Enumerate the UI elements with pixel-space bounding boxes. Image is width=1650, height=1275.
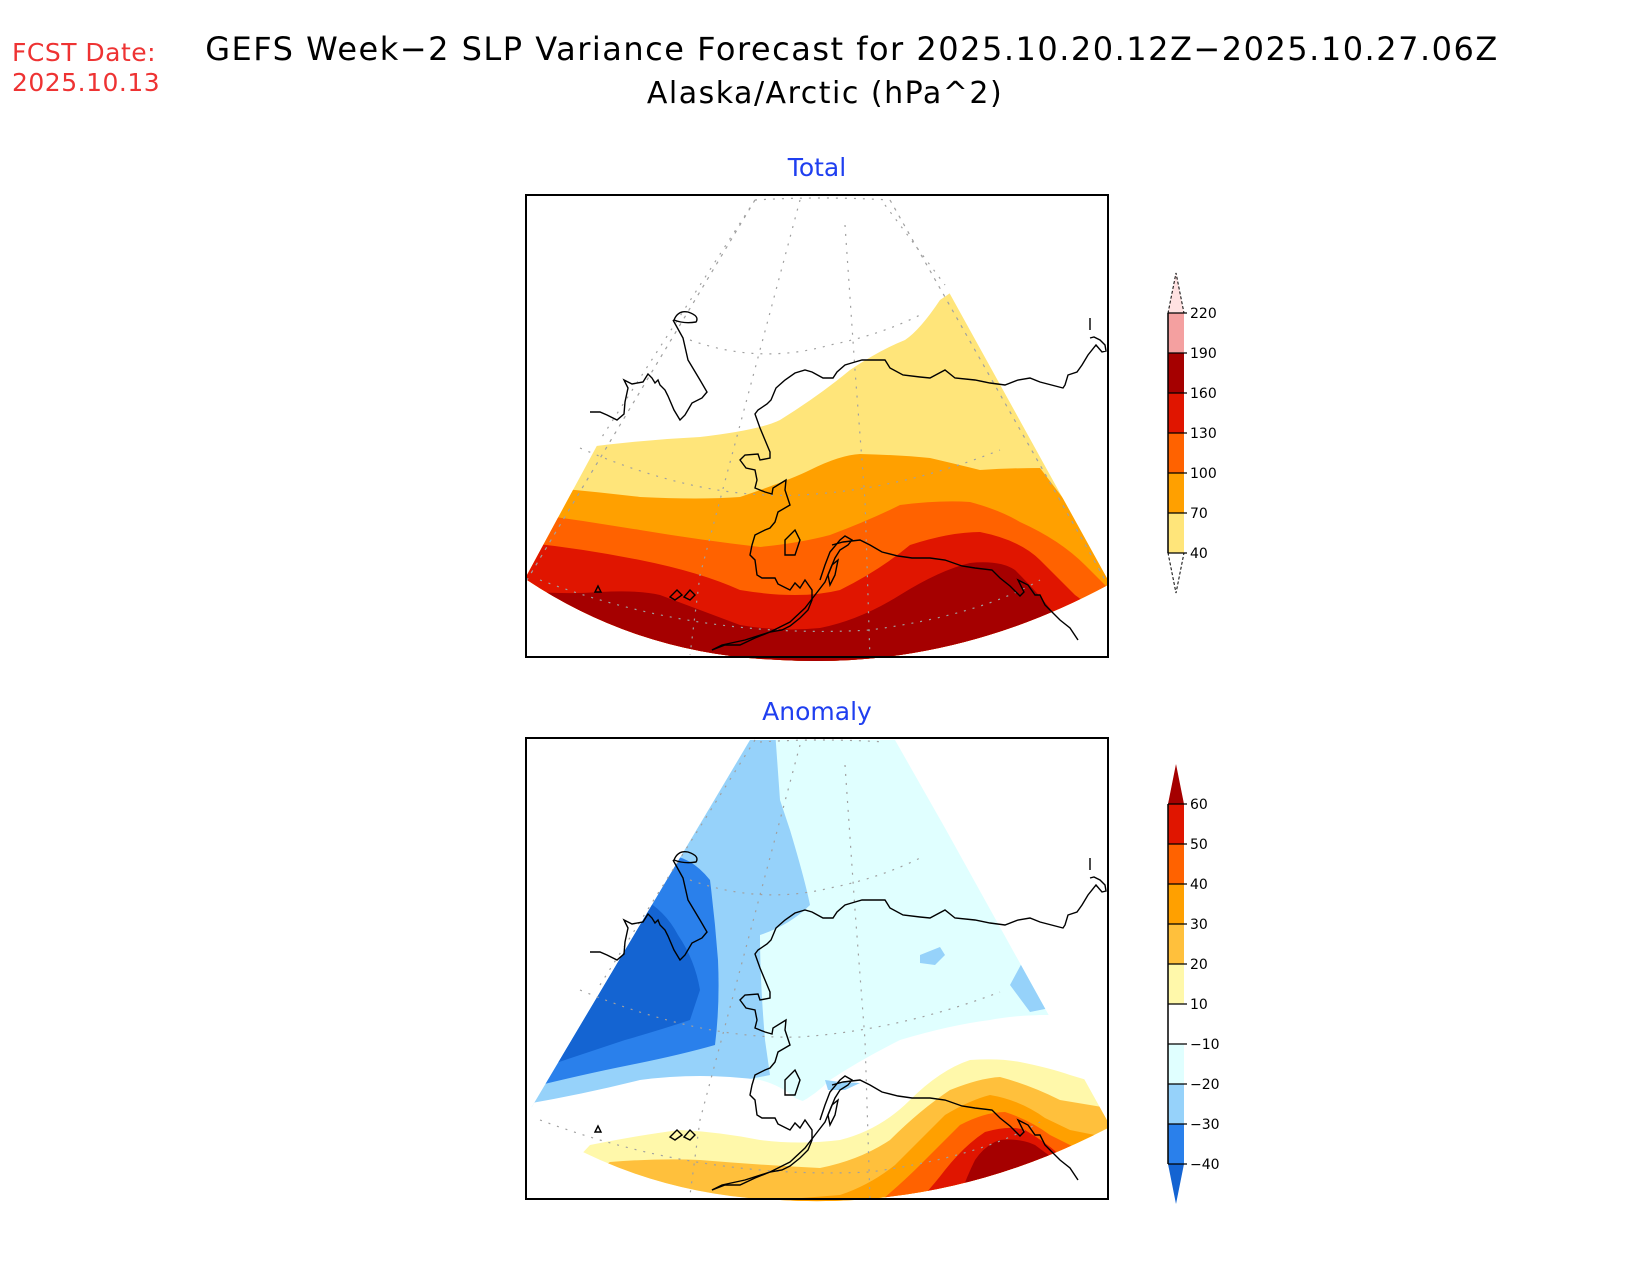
total-coastline bbox=[590, 310, 1107, 651]
parallel-line bbox=[579, 989, 1001, 1038]
parallel-line bbox=[689, 314, 921, 355]
parallel-line bbox=[689, 857, 921, 896]
colorbar-tick-label: 220 bbox=[1190, 306, 1217, 322]
colorbar-tick-label: 50 bbox=[1190, 837, 1208, 853]
colorbar-segment bbox=[1168, 884, 1184, 924]
forecast-date-value: 2025.10.13 bbox=[12, 68, 161, 97]
colorbar-tick-label: 40 bbox=[1190, 546, 1208, 562]
colorbar-tick-label: 20 bbox=[1190, 957, 1208, 973]
forecast-date-block: FCST Date: 2025.10.13 bbox=[12, 38, 160, 98]
meridian-line bbox=[844, 764, 871, 1201]
colorbar-segment bbox=[1168, 1084, 1184, 1124]
band-neg20-neg30-patch bbox=[920, 947, 945, 965]
colorbar-segment bbox=[1168, 313, 1184, 353]
coastline-alaska-west bbox=[711, 858, 1107, 1191]
meridian-line bbox=[844, 224, 871, 661]
colorbar-tick-label: −30 bbox=[1190, 1117, 1220, 1133]
parallel-line bbox=[539, 579, 1041, 633]
colorbar-tick-label: −10 bbox=[1190, 1037, 1220, 1053]
colorbar-above-arrow bbox=[1167, 272, 1185, 314]
colorbar-above-arrow bbox=[1168, 764, 1184, 804]
colorbar-segment bbox=[1168, 924, 1184, 964]
band-160-190 bbox=[527, 562, 1108, 662]
colorbar-below-arrow bbox=[1167, 552, 1185, 594]
anomaly-coastline bbox=[590, 850, 1107, 1191]
colorbar-tick-label: 160 bbox=[1190, 386, 1217, 402]
colorbar-segment bbox=[1168, 844, 1184, 884]
colorbar-segment bbox=[1168, 1004, 1184, 1044]
coastline-aleutians bbox=[593, 1124, 603, 1133]
colorbar-segment bbox=[1168, 353, 1184, 393]
parallel-line bbox=[579, 447, 1001, 497]
map-anomaly bbox=[525, 737, 1109, 1202]
coastline-chukotka bbox=[590, 859, 708, 962]
colorbar-tick-label: 190 bbox=[1190, 346, 1217, 362]
colorbar-tick-label: 60 bbox=[1190, 797, 1208, 813]
colorbar-segment bbox=[1168, 804, 1184, 844]
total-sector-edge bbox=[526, 199, 1109, 586]
coastline-chukotka bbox=[590, 319, 708, 422]
colorbar-segment bbox=[1168, 513, 1184, 553]
colorbar-tick-label: 30 bbox=[1190, 917, 1208, 933]
coastline-aleutians bbox=[668, 1128, 696, 1141]
coastline-aleutians bbox=[593, 584, 603, 593]
colorbar-anomaly: −40 −30 −20 −10 10 20 30 40 50 60 bbox=[1167, 764, 1220, 1204]
colorbar-total: 40 70 100 130 160 190 220 bbox=[1167, 272, 1217, 594]
panel-title-anomaly: Anomaly bbox=[762, 697, 872, 726]
colorbar-tick-label: 10 bbox=[1190, 997, 1208, 1013]
colorbar-tick-label: 40 bbox=[1190, 877, 1208, 893]
coastline-kodiak bbox=[827, 558, 840, 588]
colorbar-tick-label: 70 bbox=[1190, 506, 1208, 522]
panel-title-total: Total bbox=[787, 153, 847, 182]
coastline-island bbox=[784, 528, 801, 556]
total-fill-bands bbox=[527, 285, 1108, 662]
colorbar-tick-label: −40 bbox=[1190, 1157, 1220, 1173]
coastline-island bbox=[673, 850, 698, 864]
forecast-date-label: FCST Date: bbox=[12, 38, 157, 67]
coastline-island bbox=[673, 310, 698, 324]
coastline-kodiak bbox=[827, 1098, 840, 1128]
coastline-island bbox=[784, 1068, 801, 1096]
map-frame-anomaly bbox=[525, 737, 1109, 1200]
colorbar-segment bbox=[1168, 393, 1184, 433]
coastline-alaska-west bbox=[711, 318, 1107, 651]
colorbar-segment bbox=[1168, 964, 1184, 1004]
colorbar-segment bbox=[1168, 1044, 1184, 1084]
colorbar-segment bbox=[1168, 473, 1184, 513]
total-graticule bbox=[539, 197, 1041, 661]
coastline-aleutians bbox=[668, 588, 696, 601]
colorbar-below-arrow bbox=[1168, 1164, 1184, 1204]
colorbar-segment bbox=[1168, 1124, 1184, 1164]
colorbar-tick-label: 100 bbox=[1190, 466, 1217, 482]
map-frame-total bbox=[525, 194, 1109, 658]
main-title: GEFS Week−2 SLP Variance Forecast for 20… bbox=[0, 30, 1650, 68]
colorbar-tick-label: −20 bbox=[1190, 1077, 1220, 1093]
colorbar-segment bbox=[1168, 433, 1184, 473]
main-title-text: GEFS Week−2 SLP Variance Forecast for 20… bbox=[205, 30, 1499, 68]
map-total bbox=[525, 194, 1109, 662]
subtitle: Alaska/Arctic (hPa^2) bbox=[646, 76, 1004, 111]
anomaly-graticule bbox=[539, 739, 1041, 1201]
colorbar-tick-label: 130 bbox=[1190, 426, 1217, 442]
meridian-line bbox=[599, 739, 756, 986]
